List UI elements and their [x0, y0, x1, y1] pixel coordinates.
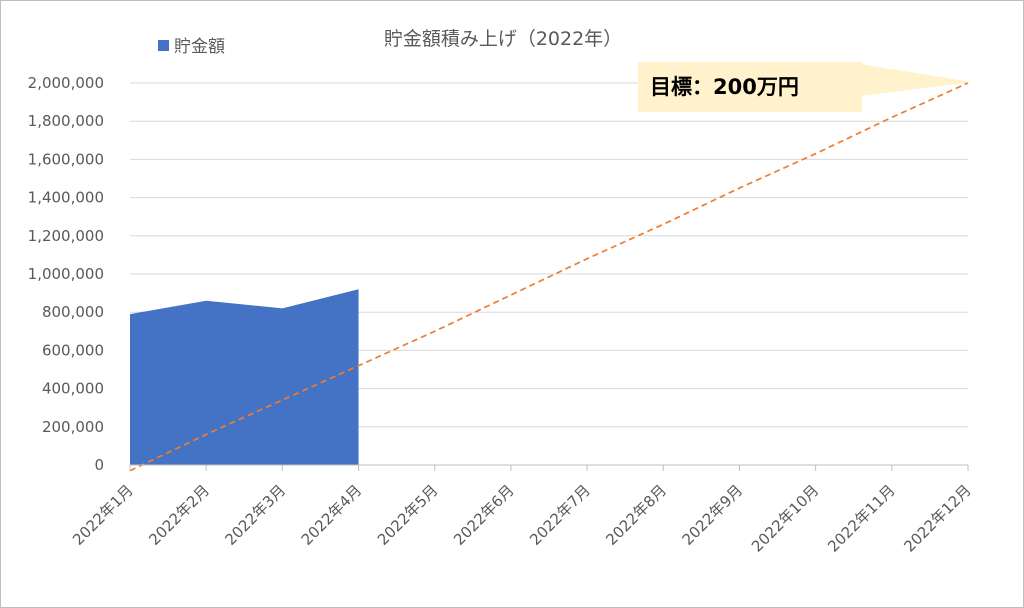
y-tick-label: 1,400,000: [28, 189, 104, 207]
plot-series: [130, 289, 359, 465]
y-tick-label: 0: [94, 456, 104, 474]
axes: [129, 464, 969, 471]
y-tick-label: 1,200,000: [28, 227, 104, 245]
area-series-savings: [130, 289, 359, 465]
legend: 貯金額: [158, 37, 225, 57]
y-tick-label: 2,000,000: [28, 74, 104, 92]
y-tick-label: 1,800,000: [28, 112, 104, 130]
y-tick-label: 200,000: [42, 418, 104, 436]
legend-swatch: [158, 40, 169, 51]
y-tick-label: 400,000: [42, 380, 104, 398]
callout-pointer: [860, 64, 972, 96]
target-line: [129, 82, 969, 472]
callout-text: 目標：200万円: [650, 75, 799, 99]
y-tick-label: 600,000: [42, 341, 104, 359]
chart-title: 貯金額積み上げ（2022年）: [384, 28, 622, 50]
y-tick-label: 800,000: [42, 303, 104, 321]
legend-label: 貯金額: [174, 37, 225, 57]
y-tick-label: 1,000,000: [28, 265, 104, 283]
y-tick-label: 1,600,000: [28, 150, 104, 168]
y-axis-ticks: 0 200,000 400,000 600,000 800,000 1,000,000 1,…: [28, 74, 104, 474]
target-series: [129, 82, 969, 472]
target-callout: 目標：200万円: [638, 62, 972, 112]
callout-box: [638, 62, 862, 112]
